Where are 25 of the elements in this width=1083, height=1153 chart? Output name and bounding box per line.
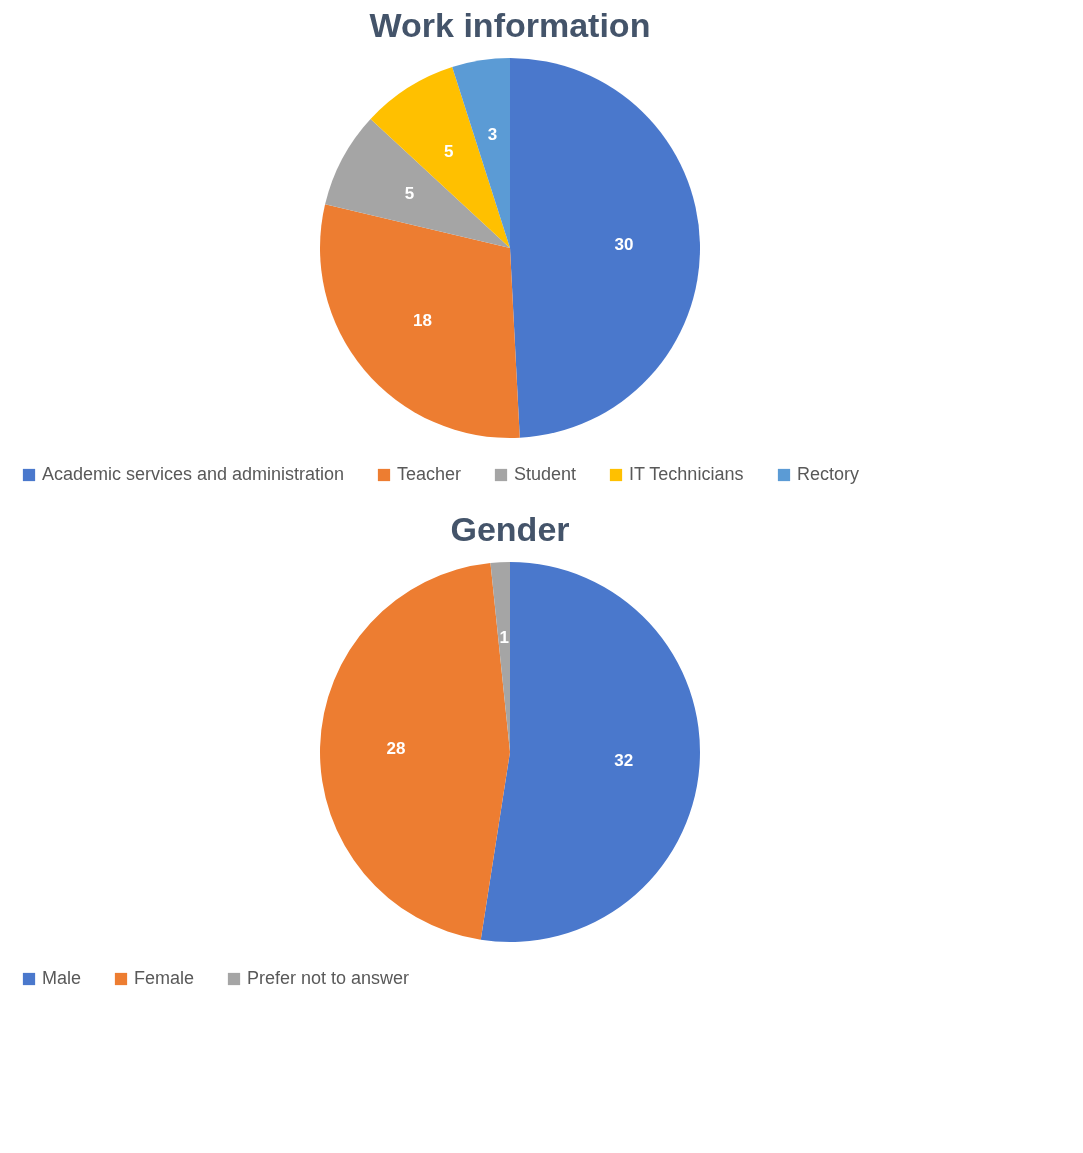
pie-slice	[320, 204, 520, 438]
pie-slice	[480, 562, 700, 942]
data-label: 5	[404, 184, 415, 204]
data-label: 3	[487, 125, 498, 145]
data-label: 18	[413, 311, 432, 331]
data-label: 30	[614, 235, 634, 255]
pie-slice	[510, 58, 700, 438]
chart-title: Work information	[369, 6, 651, 44]
legend-label: Female	[134, 968, 195, 988]
data-label: 5	[444, 141, 454, 161]
legend-label: Academic services and administration	[42, 464, 345, 484]
legend-label: Male	[42, 968, 82, 988]
data-label: 32	[614, 750, 634, 770]
pie-slice	[452, 58, 510, 248]
pie-slice	[320, 563, 510, 940]
legend-label: Rectory	[797, 464, 860, 484]
data-label: 1	[499, 628, 509, 648]
data-label: 28	[386, 739, 406, 759]
legend-label: IT Technicians	[629, 464, 744, 484]
pie-slice	[325, 118, 510, 248]
legend-label: Teacher	[397, 464, 462, 484]
pie-slice	[370, 67, 510, 248]
legend-label: Student	[514, 464, 577, 484]
legend-label: Prefer not to answer	[247, 968, 410, 988]
chart-title: Gender	[450, 510, 570, 548]
